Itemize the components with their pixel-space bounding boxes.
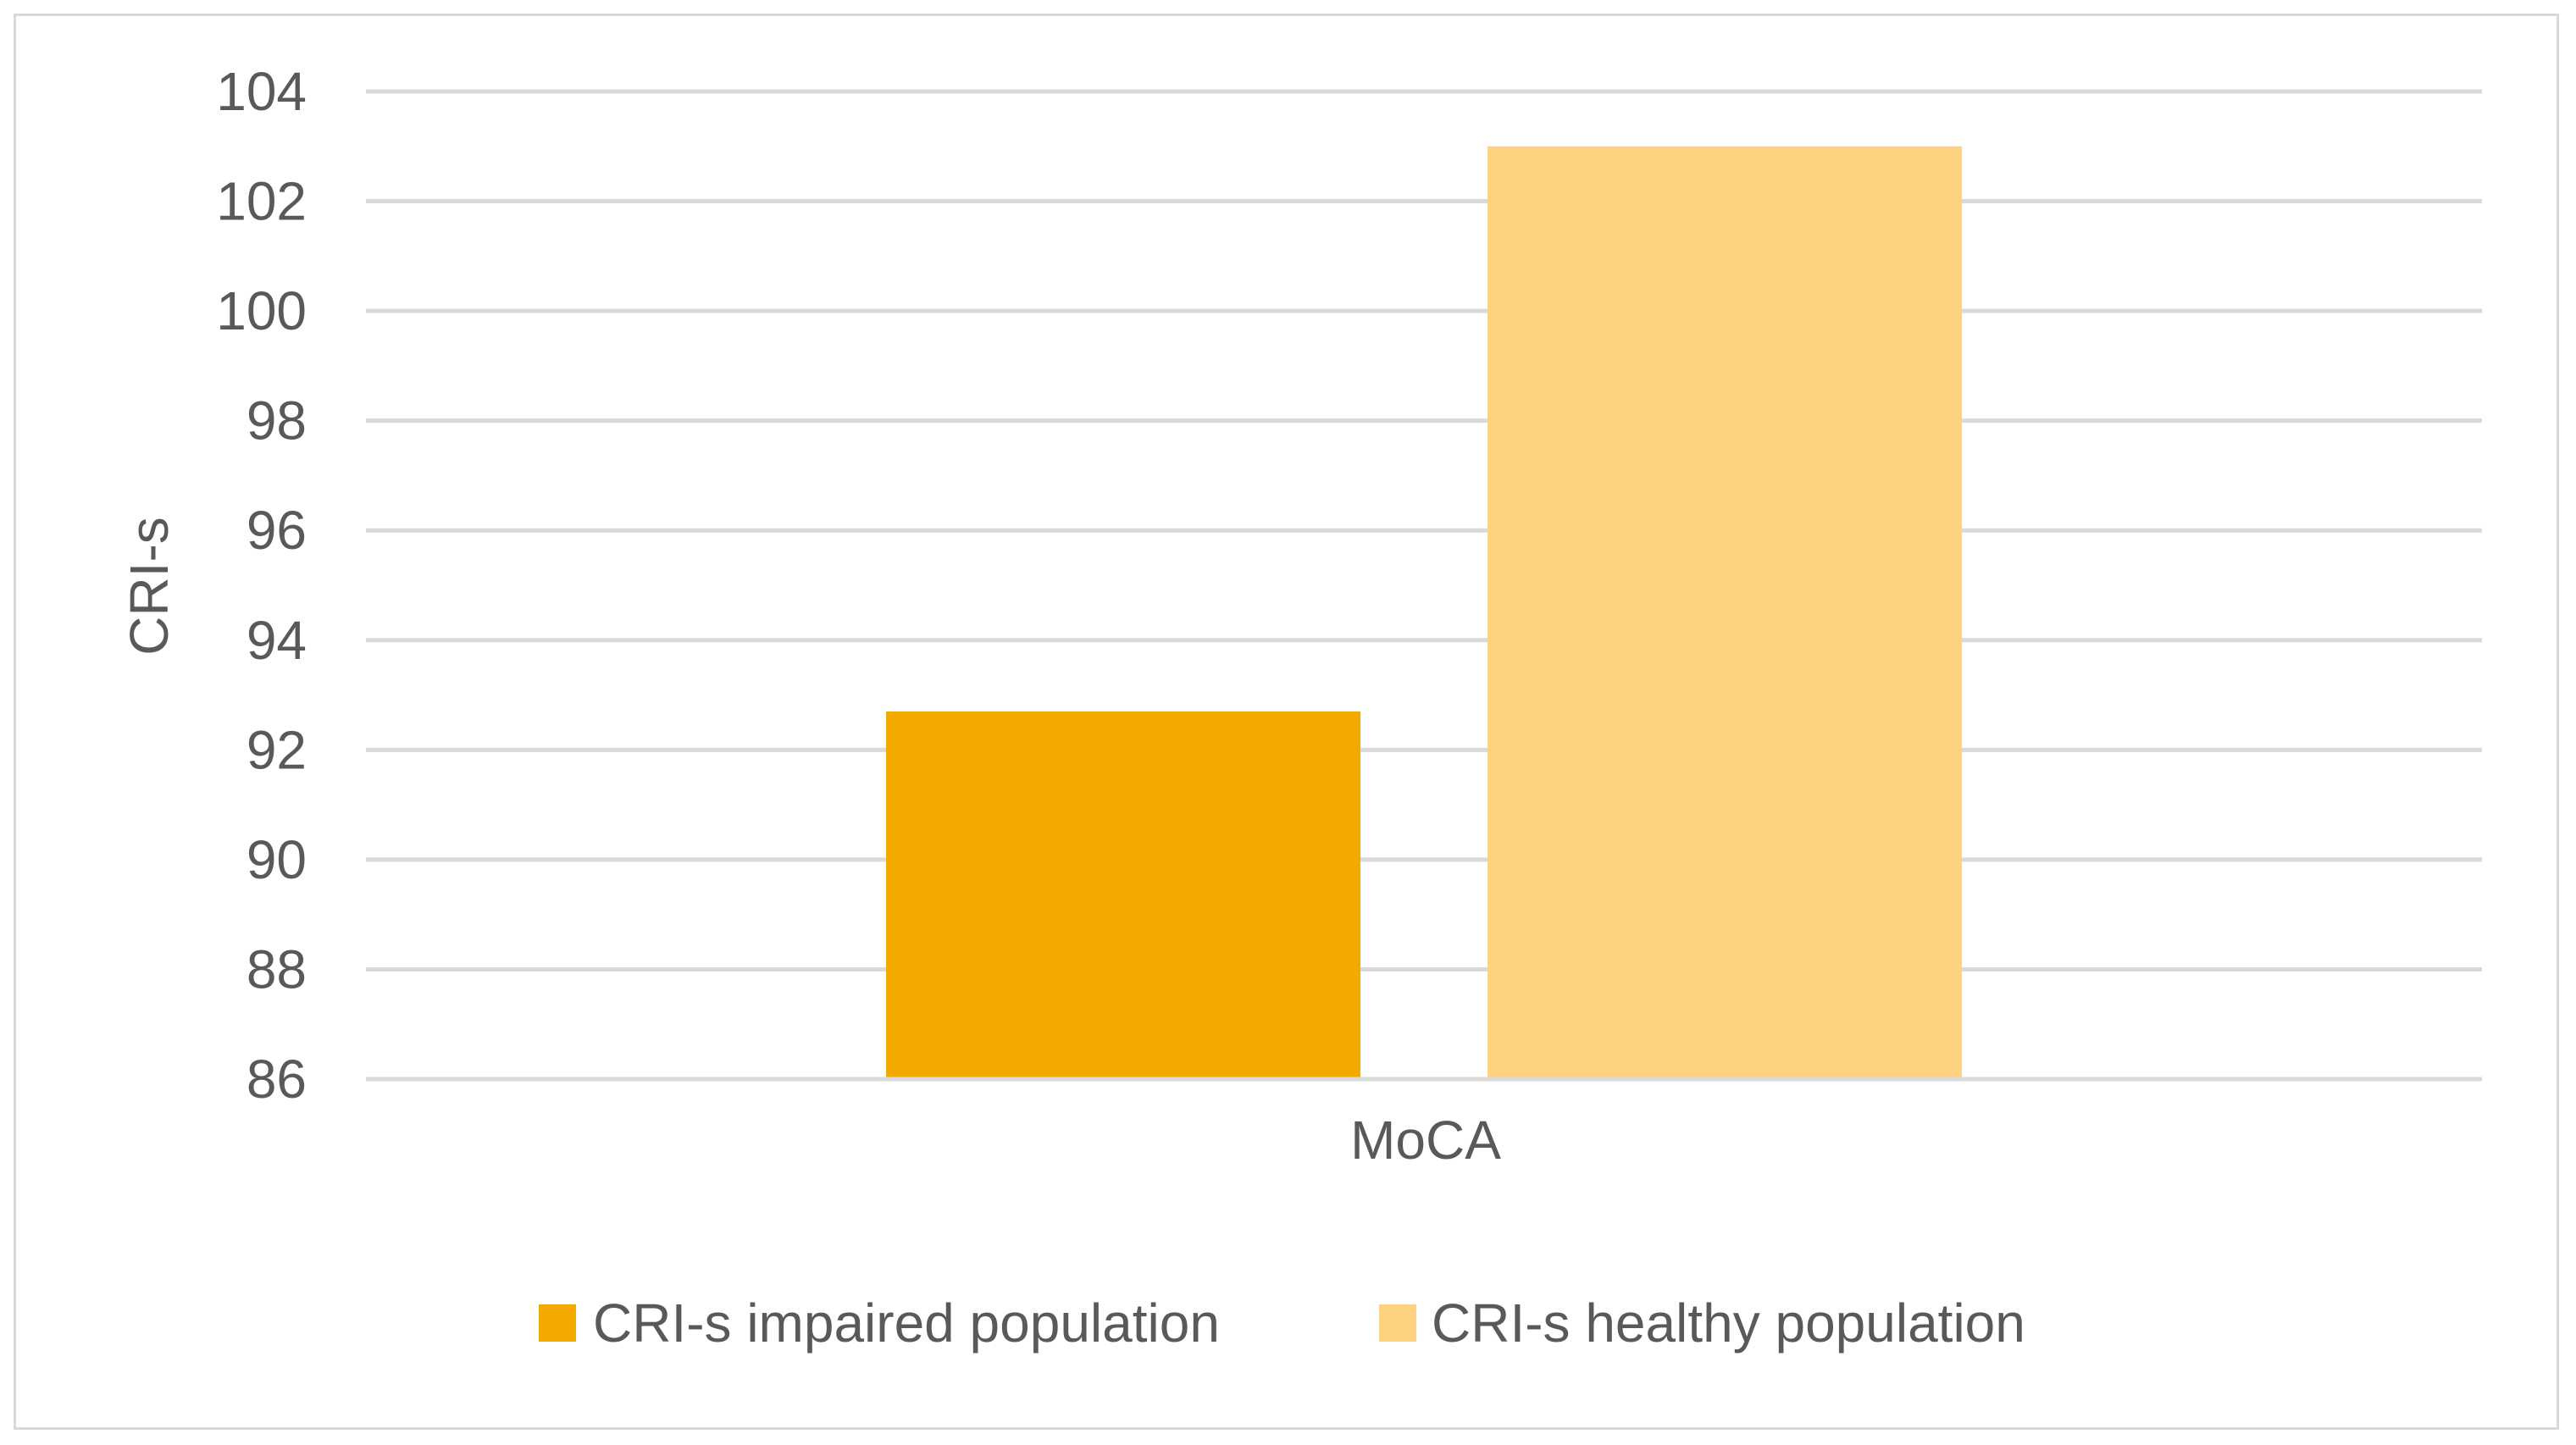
y-tick-label: 88 xyxy=(247,938,307,999)
y-tick-label: 104 xyxy=(216,61,307,122)
y-tick-label: 86 xyxy=(247,1049,307,1110)
legend-swatch-impaired xyxy=(539,1304,576,1342)
gridlines xyxy=(366,89,2482,1082)
y-axis-label: CRI-s xyxy=(119,517,180,656)
legend: CRI-s impaired population CRI-s healthy p… xyxy=(539,1293,2025,1354)
legend-label-impaired: CRI-s impaired population xyxy=(593,1293,1220,1354)
y-tick-label: 90 xyxy=(247,829,307,890)
x-axis-category-label: MoCA xyxy=(1350,1110,1501,1171)
y-axis-tick-labels: 86 88 90 92 94 96 98 100 102 104 xyxy=(216,61,307,1110)
bars xyxy=(366,146,2482,1082)
bar-impaired xyxy=(886,711,1360,1079)
y-tick-label: 100 xyxy=(216,280,307,341)
y-tick-label: 94 xyxy=(247,610,307,671)
legend-swatch-healthy xyxy=(1379,1304,1416,1342)
y-tick-label: 92 xyxy=(247,719,307,780)
y-tick-label: 96 xyxy=(247,500,307,561)
legend-label-healthy: CRI-s healthy population xyxy=(1432,1293,2025,1354)
y-tick-label: 102 xyxy=(216,171,307,232)
y-tick-label: 98 xyxy=(247,390,307,451)
bar-healthy xyxy=(1487,146,1962,1079)
